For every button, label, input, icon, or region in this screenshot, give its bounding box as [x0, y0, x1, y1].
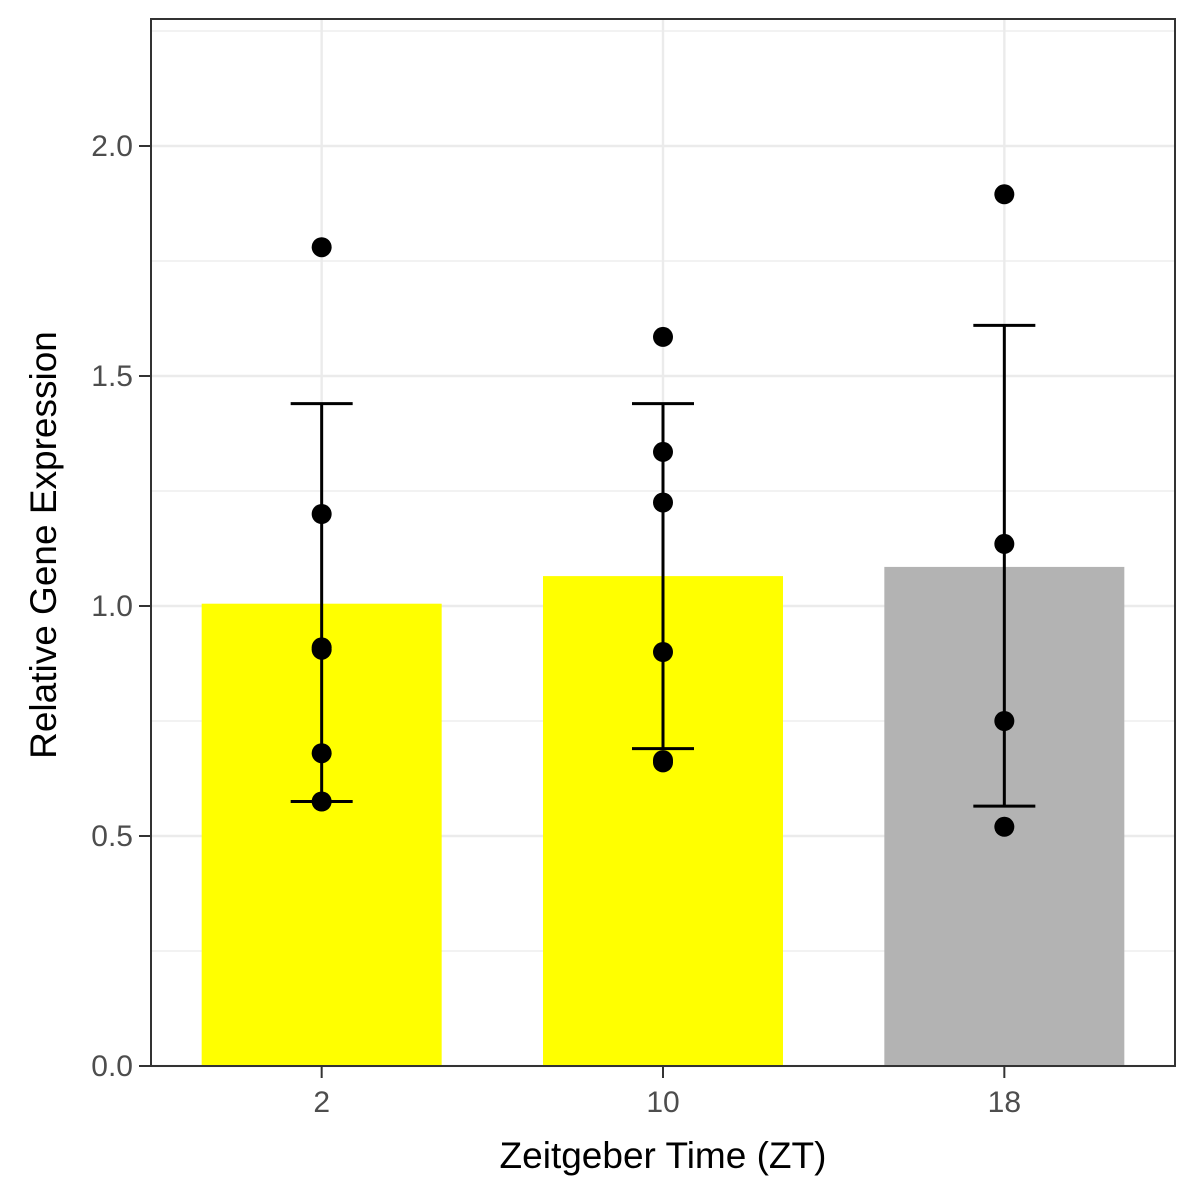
x-axis: 2 10 18 — [313, 1066, 1021, 1119]
data-point — [653, 492, 673, 513]
y-tick-label: 1.5 — [91, 360, 133, 393]
data-point — [653, 326, 673, 347]
x-tick-label: 18 — [988, 1086, 1021, 1119]
x-tick-label: 2 — [313, 1086, 330, 1119]
data-point — [311, 791, 332, 812]
x-axis-title: Zeitgeber Time (ZT) — [500, 1135, 827, 1176]
data-point — [994, 184, 1015, 205]
data-point — [653, 441, 673, 462]
y-tick-label: 0.0 — [91, 1050, 133, 1083]
data-point — [653, 642, 673, 662]
data-point — [311, 237, 332, 258]
data-point — [994, 533, 1015, 554]
y-tick-label: 0.5 — [91, 820, 133, 853]
x-tick-label: 10 — [646, 1086, 679, 1119]
data-point — [311, 504, 332, 524]
error-bars — [290, 323, 1036, 808]
y-tick-label: 2.0 — [91, 130, 133, 163]
data-point — [994, 816, 1015, 837]
data-points — [311, 184, 1015, 837]
data-point — [653, 752, 673, 773]
data-point — [994, 711, 1015, 731]
y-axis: 0.0 0.5 1.0 1.5 2.0 — [91, 130, 151, 1083]
data-point — [311, 639, 332, 660]
y-tick-label: 1.0 — [91, 590, 133, 623]
data-point — [311, 743, 332, 764]
y-axis-title: Relative Gene Expression — [23, 331, 64, 759]
